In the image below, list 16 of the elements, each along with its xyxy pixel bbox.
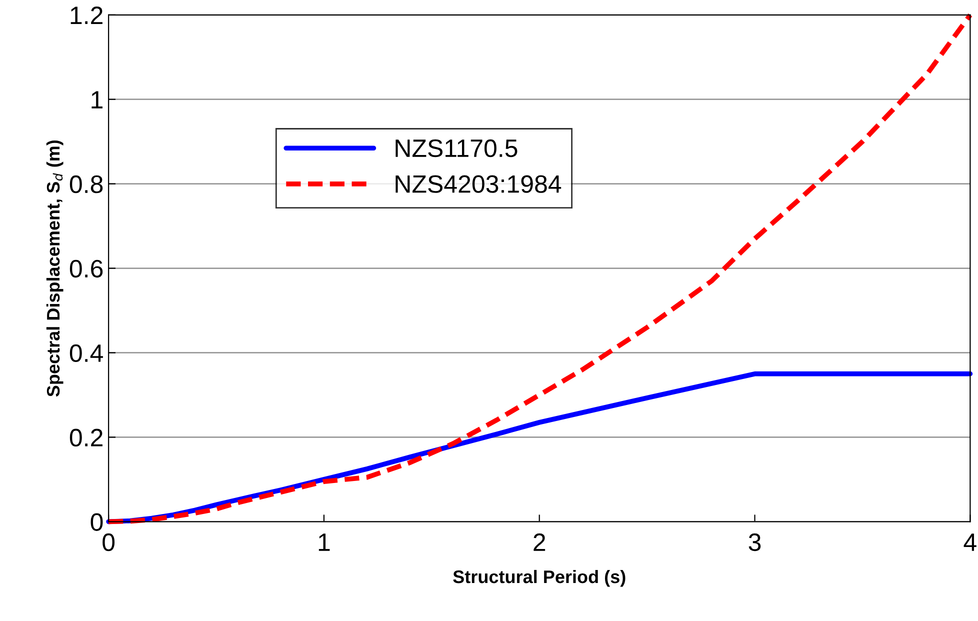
x-tick-label: 1 [318, 534, 330, 551]
y-axis-title: Spectral Displacement, S$_{d}$ (m) [46, 140, 64, 397]
x-tick-label: 4 [964, 534, 976, 551]
y-tick-label: 1 [92, 91, 102, 108]
x-tick-label: 3 [748, 533, 761, 552]
legend-label: NZS4203:1984 [396, 175, 562, 193]
y-tick-label: 1.2 [70, 6, 102, 24]
x-tick-label: 0 [102, 533, 115, 552]
y-tick-label: 0.4 [70, 344, 103, 362]
legend-label: NZS1170.5 [396, 139, 518, 158]
x-tick-label: 2 [534, 533, 546, 551]
y-tick-label: 0.6 [70, 260, 103, 278]
y-tick-label: 0.8 [70, 175, 103, 194]
y-tick-label: 0.2 [70, 428, 102, 446]
y-tick-label: 0 [90, 513, 103, 531]
x-axis-title: Structural Period (s) [453, 570, 626, 587]
